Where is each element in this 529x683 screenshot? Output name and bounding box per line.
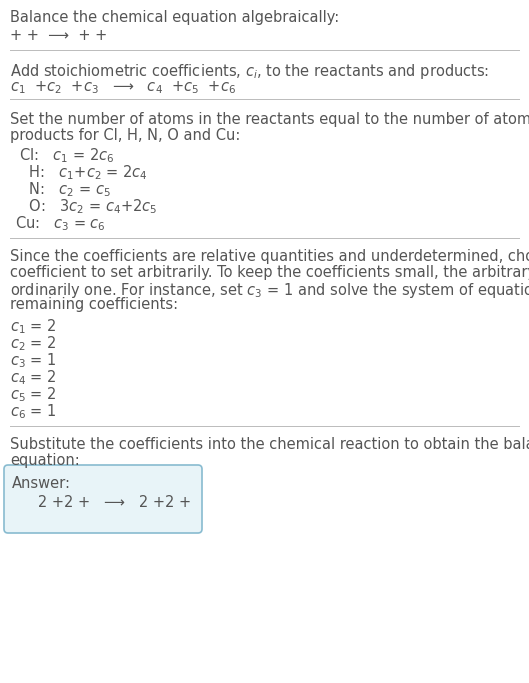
Text: $c_1$ = 2: $c_1$ = 2: [10, 317, 57, 336]
Text: 2 +2 +   ⟶   2 +2 +: 2 +2 + ⟶ 2 +2 +: [24, 495, 191, 510]
Text: Cu:   $c_3$ = $c_6$: Cu: $c_3$ = $c_6$: [15, 214, 106, 233]
Text: Add stoichiometric coefficients, $c_i$, to the reactants and products:: Add stoichiometric coefficients, $c_i$, …: [10, 62, 489, 81]
Text: $c_3$ = 1: $c_3$ = 1: [10, 351, 57, 370]
FancyBboxPatch shape: [4, 465, 202, 533]
Text: remaining coefficients:: remaining coefficients:: [10, 297, 178, 312]
Text: Cl:   $c_1$ = 2$c_6$: Cl: $c_1$ = 2$c_6$: [15, 146, 115, 165]
Text: $c_2$ = 2: $c_2$ = 2: [10, 334, 57, 352]
Text: Balance the chemical equation algebraically:: Balance the chemical equation algebraica…: [10, 10, 339, 25]
Text: equation:: equation:: [10, 453, 80, 468]
Text: ordinarily one. For instance, set $c_3$ = 1 and solve the system of equations fo: ordinarily one. For instance, set $c_3$ …: [10, 281, 529, 300]
Text: coefficient to set arbitrarily. To keep the coefficients small, the arbitrary va: coefficient to set arbitrarily. To keep …: [10, 265, 529, 280]
Text: Set the number of atoms in the reactants equal to the number of atoms in the: Set the number of atoms in the reactants…: [10, 112, 529, 127]
Text: Substitute the coefficients into the chemical reaction to obtain the balanced: Substitute the coefficients into the che…: [10, 437, 529, 452]
Text: N:   $c_2$ = $c_5$: N: $c_2$ = $c_5$: [15, 180, 111, 199]
Text: O:   3$c_2$ = $c_4$+2$c_5$: O: 3$c_2$ = $c_4$+2$c_5$: [15, 197, 158, 216]
Text: $c_1$  +$c_2$  +$c_3$   ⟶   $c_4$  +$c_5$  +$c_6$: $c_1$ +$c_2$ +$c_3$ ⟶ $c_4$ +$c_5$ +$c_6…: [10, 79, 236, 96]
Text: H:   $c_1$+$c_2$ = 2$c_4$: H: $c_1$+$c_2$ = 2$c_4$: [15, 163, 148, 182]
Text: products for Cl, H, N, O and Cu:: products for Cl, H, N, O and Cu:: [10, 128, 240, 143]
Text: $c_6$ = 1: $c_6$ = 1: [10, 402, 57, 421]
Text: $c_5$ = 2: $c_5$ = 2: [10, 385, 57, 404]
Text: Answer:: Answer:: [12, 476, 71, 491]
Text: Since the coefficients are relative quantities and underdetermined, choose a: Since the coefficients are relative quan…: [10, 249, 529, 264]
Text: $c_4$ = 2: $c_4$ = 2: [10, 368, 57, 387]
Text: + +  ⟶  + +: + + ⟶ + +: [10, 28, 107, 43]
